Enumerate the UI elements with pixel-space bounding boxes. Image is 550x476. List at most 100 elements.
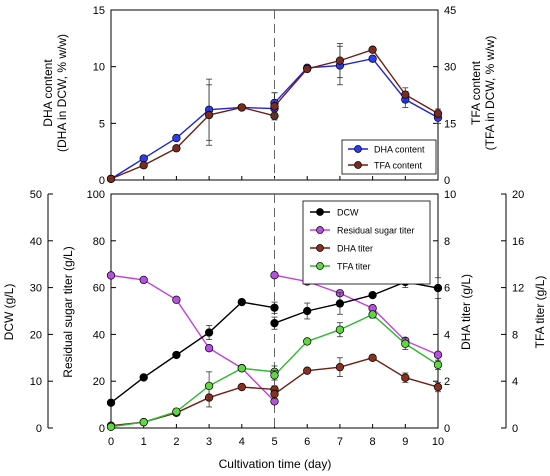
legend-dha-content-marker [354, 145, 362, 153]
series-line-dcw-1 [110, 301, 275, 404]
series-line-tfa-content-2 [273, 48, 439, 115]
data-point [303, 64, 312, 74]
top-right-axis-label-line1: TFA content [469, 60, 483, 125]
dcw-tick-label: 20 [30, 329, 42, 341]
left-tick-label: 5 [99, 118, 105, 130]
data-point [401, 373, 410, 382]
data-point [335, 363, 345, 372]
tfa-axis-label: TFA titer (g/L) [533, 276, 547, 349]
data-point [270, 303, 279, 312]
data-point [270, 371, 279, 380]
legend-dcw-marker [316, 208, 324, 216]
data-point [433, 109, 443, 118]
data-point [368, 54, 377, 63]
dha-titer-tick-label: 4 [444, 329, 450, 341]
tfa-titer-tick-label: 12 [512, 283, 524, 295]
dha-titer-tick-label: 0 [444, 423, 450, 435]
data-point [172, 133, 181, 143]
legend-dha-titer-label: DHA titer [337, 244, 373, 254]
series-line-dha-content-1 [110, 106, 275, 180]
x-tick-label: 2 [173, 436, 179, 448]
data-point [172, 144, 181, 153]
sugar-tick-label: 100 [87, 189, 105, 201]
tfa-titer-tick-label: 0 [512, 423, 518, 435]
data-point [433, 360, 443, 369]
legend-tfa-titer-marker [316, 262, 324, 270]
legend-dha-titer-marker [316, 244, 324, 252]
legend-sugar-label: Residual sugar titer [337, 226, 415, 236]
tfa-titer-tick-label: 4 [512, 376, 518, 388]
left-tick-label: 15 [93, 5, 105, 17]
data-point [237, 103, 246, 112]
dcw-axis-label: DCW (g/L) [2, 284, 16, 341]
sugar-tick-label: 20 [93, 376, 105, 388]
tfa-titer-tick-label: 16 [512, 236, 524, 248]
bottom-legend-box [302, 200, 431, 285]
sugar-tick-label: 0 [99, 423, 105, 435]
x-tick-label: 0 [108, 436, 114, 448]
data-point [237, 297, 246, 307]
series-line-dcw-2 [274, 281, 439, 324]
left-tick-label: 10 [93, 62, 105, 74]
data-point [172, 350, 181, 360]
series-line-residual-sugar-titer-2 [274, 274, 439, 356]
data-point [237, 382, 246, 392]
series-line-dha-titer-1 [110, 386, 275, 427]
right-tick-label: 15 [444, 118, 456, 130]
series-line-dha-content-2 [273, 57, 439, 119]
bottom-panel: 0102030405002040608010002468100481216200… [30, 189, 525, 448]
data-point [204, 110, 214, 120]
dha-titer-tick-label: 8 [444, 236, 450, 248]
data-point [106, 174, 116, 184]
x-tick-label: 9 [402, 436, 408, 448]
data-point [204, 381, 214, 391]
legend-dcw-label: DCW [337, 208, 359, 218]
dcw-tick-label: 10 [30, 376, 42, 388]
x-tick-label: 4 [239, 436, 245, 448]
series-line-tfa-content-1 [110, 106, 275, 180]
data-point [270, 389, 279, 399]
legend-tfa-titer-label: TFA titer [337, 262, 371, 272]
data-point [270, 271, 279, 280]
data-point [433, 382, 443, 392]
top-left-axis-label-line1: DHA content [41, 59, 55, 127]
dha-titer-tick-label: 10 [444, 189, 456, 201]
legend-tfa-content-marker [354, 161, 362, 169]
dcw-tick-label: 30 [30, 283, 42, 295]
data-point [368, 45, 377, 54]
data-point [335, 325, 345, 334]
sugar-tick-label: 40 [93, 329, 105, 341]
data-point [401, 90, 410, 99]
data-point [303, 337, 312, 346]
dcw-tick-label: 0 [36, 423, 42, 435]
right-tick-label: 45 [444, 5, 456, 17]
series-line-dha-titer-2 [274, 357, 439, 395]
sugar-axis-label: Residual sugar titer (g/L) [61, 246, 75, 377]
series-line-tfa-titer-2 [273, 313, 439, 376]
data-point [303, 306, 312, 316]
right-tick-label: 0 [444, 175, 450, 187]
dha-titer-tick-label: 6 [444, 283, 450, 295]
dha-titer-tick-label: 2 [444, 376, 450, 388]
top-right-axis-label-line2: (TFA in DCW, % w/w) [483, 36, 497, 151]
top-panel: 0 5 10 15 0 15 30 45 [93, 5, 457, 187]
legend-tfa-content-label: TFA content [374, 161, 423, 171]
series-line-residual-sugar-titer-1 [110, 274, 275, 402]
series-line-tfa-titer-1 [110, 367, 275, 428]
data-point [335, 299, 345, 308]
sugar-tick-label: 60 [93, 283, 105, 295]
top-legend: DHA content TFA content [341, 139, 437, 175]
data-point [270, 102, 279, 111]
data-point [139, 418, 148, 427]
x-tick-label: 1 [141, 436, 147, 448]
data-point [335, 56, 345, 65]
tfa-titer-tick-label: 20 [512, 189, 524, 201]
dcw-tick-label: 50 [30, 189, 42, 201]
data-point [106, 271, 116, 280]
x-tick-label: 10 [432, 436, 444, 448]
x-axis-label: Cultivation time (day) [219, 457, 332, 471]
dcw-tick-label: 40 [30, 236, 42, 248]
data-point [106, 398, 116, 407]
top-left-axis-label-line2: (DHA in DCW, % w/w) [55, 34, 69, 152]
legend-dha-content-label: DHA content [374, 145, 425, 155]
